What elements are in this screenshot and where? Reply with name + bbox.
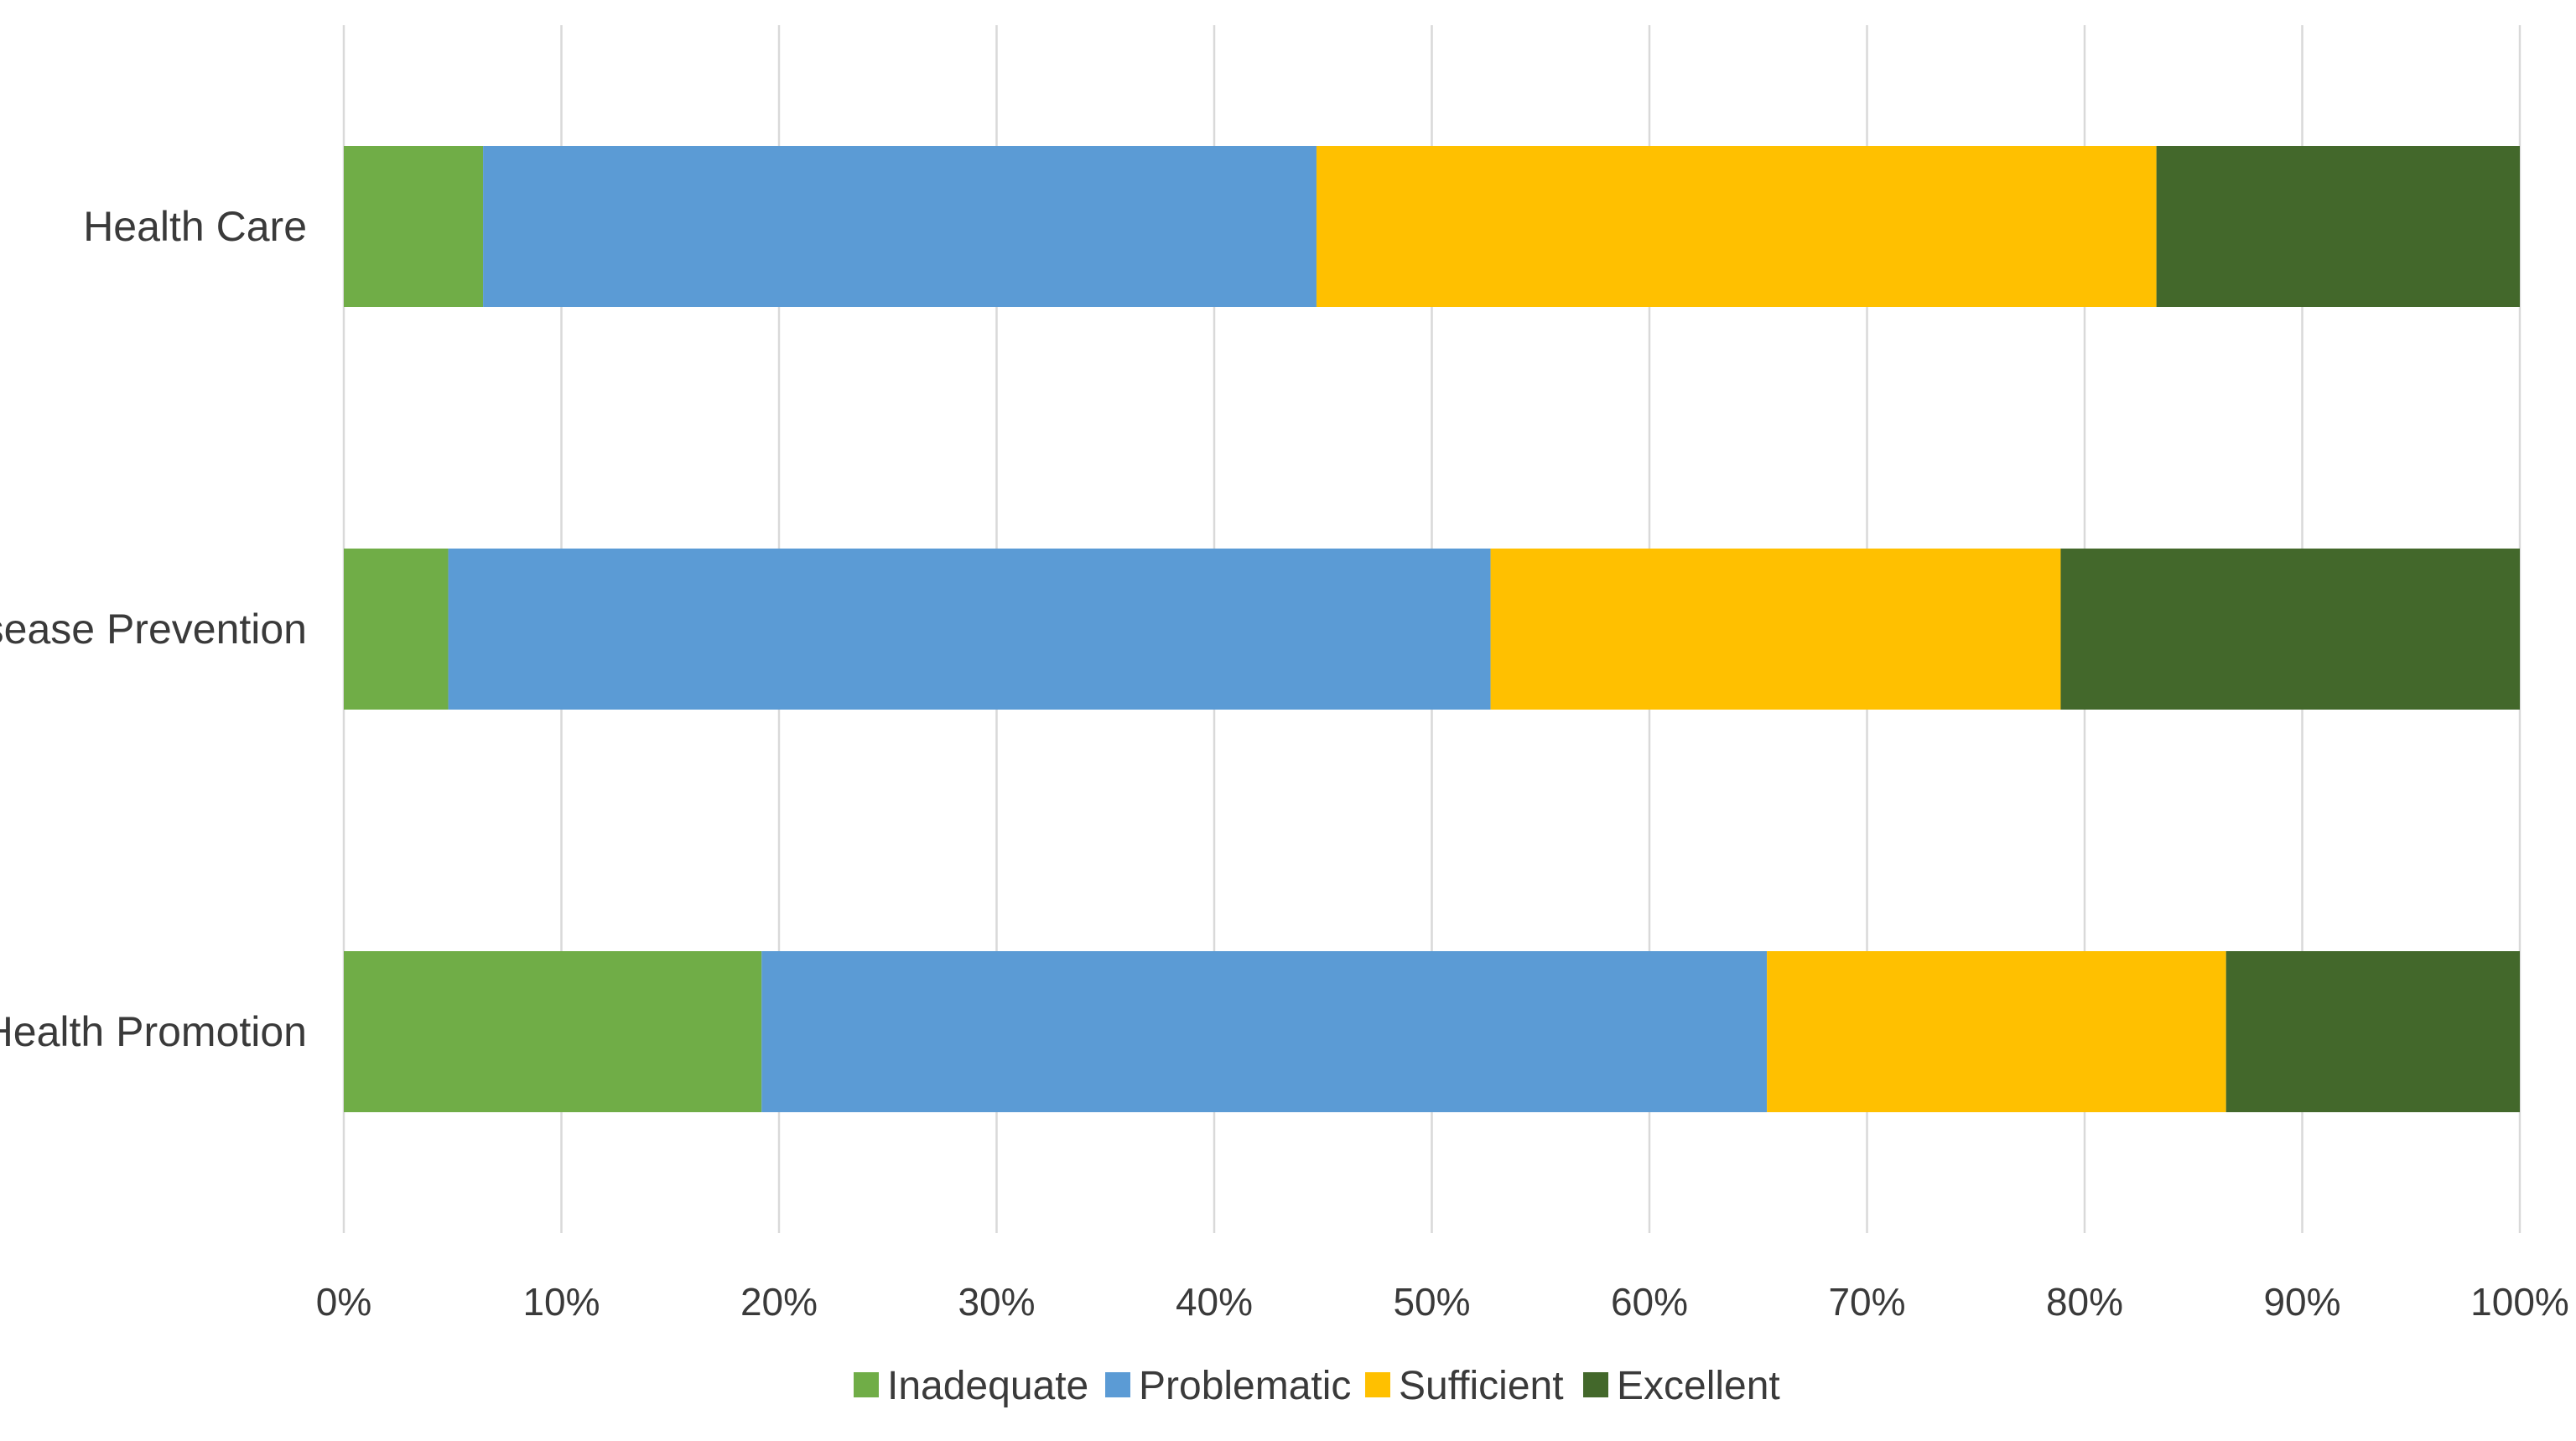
x-tick-label: 90% [2263, 1280, 2340, 1324]
bar-health-promotion-excellent [2225, 951, 2520, 1112]
x-tick-label: 100% [2470, 1280, 2569, 1324]
bar-health-care-inadequate [344, 146, 484, 307]
legend-label-inadequate: Inadequate [887, 1364, 1088, 1408]
bar-health-care-problematic [483, 146, 1317, 307]
x-tick-label: 0% [316, 1280, 371, 1324]
bar-health-care-excellent [2156, 146, 2520, 307]
category-label: Health Promotion [0, 1008, 307, 1055]
x-tick-label: 10% [522, 1280, 600, 1324]
legend-swatch-sufficient [1365, 1372, 1390, 1397]
category-label: Health Care [83, 203, 307, 250]
bar-disease-prevention-sufficient [1490, 549, 2061, 710]
bar-disease-prevention-problematic [448, 549, 1491, 710]
x-tick-label: 20% [740, 1280, 818, 1324]
x-axis-tick-labels: 0% 10% 20% 30% 40% 50% 60% 70% 80% 90% 100% [316, 1280, 2569, 1324]
x-tick-label: 70% [1828, 1280, 1905, 1324]
bar-health-care-sufficient [1316, 146, 2157, 307]
legend-swatch-problematic [1105, 1372, 1130, 1397]
legend-swatch-inadequate [854, 1372, 879, 1397]
bar-health-promotion-problematic [761, 951, 1768, 1112]
legend: Inadequate Problematic Sufficient Excellent [854, 1364, 1780, 1408]
x-tick-label: 30% [958, 1280, 1035, 1324]
x-tick-label: 40% [1176, 1280, 1253, 1324]
category-labels: Health Care Disease Prevention Health Prom… [0, 203, 307, 1055]
x-tick-label: 50% [1393, 1280, 1470, 1324]
category-label: Disease Prevention [0, 606, 307, 653]
legend-label-problematic: Problematic [1139, 1364, 1351, 1408]
x-tick-label: 80% [2046, 1280, 2123, 1324]
bars [344, 146, 2520, 1112]
legend-label-sufficient: Sufficient [1399, 1364, 1564, 1408]
bar-disease-prevention-inadequate [344, 549, 449, 710]
x-tick-label: 60% [1611, 1280, 1688, 1324]
bar-health-promotion-inadequate [344, 951, 762, 1112]
bar-disease-prevention-excellent [2060, 549, 2520, 710]
legend-label-excellent: Excellent [1617, 1364, 1780, 1408]
bar-health-promotion-sufficient [1767, 951, 2226, 1112]
legend-swatch-excellent [1583, 1372, 1608, 1397]
